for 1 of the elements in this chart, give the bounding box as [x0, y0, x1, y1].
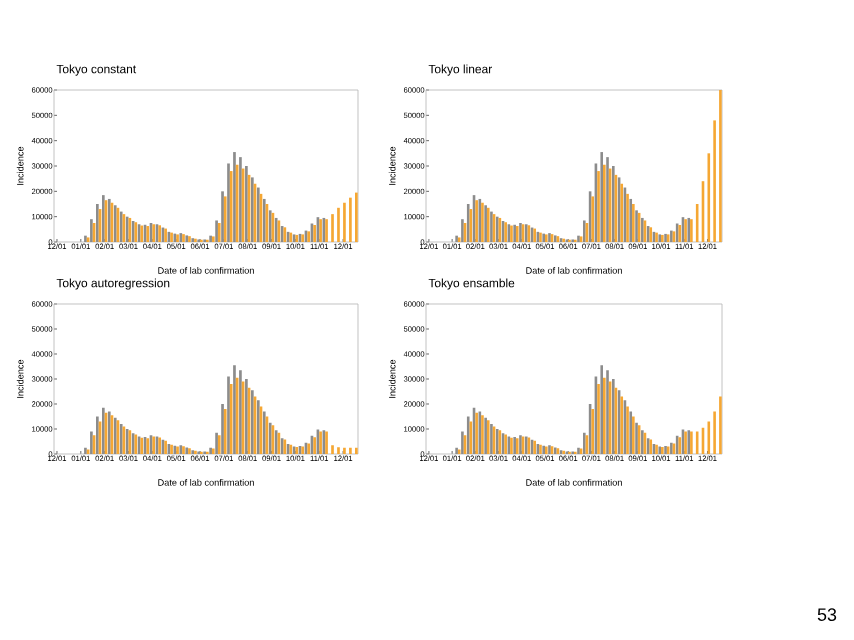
text: 53: [817, 608, 837, 621]
